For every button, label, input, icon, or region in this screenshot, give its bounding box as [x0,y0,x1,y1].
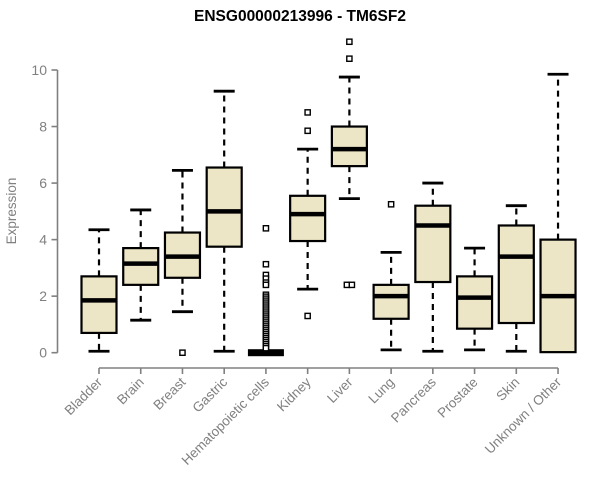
x-tick-label: Prostate [435,375,481,421]
x-tick-label: Pancreas [388,374,439,425]
outlier-point [346,55,353,62]
chart-title: ENSG00000213996 - TM6SF2 [194,8,406,25]
iqr-box [80,275,118,335]
y-tick-label: 4 [39,231,47,247]
iqr-box [205,166,243,248]
iqr-box [497,224,535,325]
box-brain [122,208,160,322]
outlier-point [262,281,270,289]
x-tick-label: Bladder [62,374,106,418]
x-tick-label: Kidney [274,374,314,414]
iqr-box [372,283,410,320]
outlier-point [262,225,270,232]
x-tick-label: Breast [150,374,188,412]
box-liver [330,38,368,289]
box-hematopoietic-cells [247,225,284,357]
outlier-point [346,38,353,46]
iqr-box [330,125,368,168]
box-kidney [289,109,327,320]
x-tick-label: Liver [324,374,356,406]
iqr-box [455,275,494,330]
box-skin [497,204,535,353]
iqr-box [289,194,327,243]
outlier-point [262,260,270,268]
outlier-point [304,109,311,116]
y-tick-label: 0 [39,345,47,361]
box-prostate [455,246,494,352]
y-tick-label: 8 [39,118,47,134]
x-tick-label: Gastric [189,374,230,415]
outlier-point [262,344,270,352]
x-tick-label: Unknown / Other [482,374,565,457]
y-tick-label: 6 [39,175,47,191]
x-tick-label: Lung [365,375,397,407]
box-unknown-other [539,72,577,354]
outlier-point [348,281,356,289]
outlier-point [304,312,311,320]
y-axis-label: Expression [4,178,19,245]
y-tick-label: 2 [39,288,47,304]
outlier-point [179,349,186,357]
outlier-point [304,127,311,135]
box-pancreas [414,181,452,353]
outlier-point [387,200,395,208]
box-gastric [205,89,243,353]
box-breast [163,168,202,357]
box-bladder [80,228,118,353]
iqr-box [122,247,160,286]
x-tick-label: Skin [493,375,522,404]
x-tick-label: Brain [114,375,147,408]
iqr-box [414,204,452,284]
collapsed-box [247,349,284,357]
box-lung [372,200,410,352]
y-tick-label: 10 [31,62,47,78]
